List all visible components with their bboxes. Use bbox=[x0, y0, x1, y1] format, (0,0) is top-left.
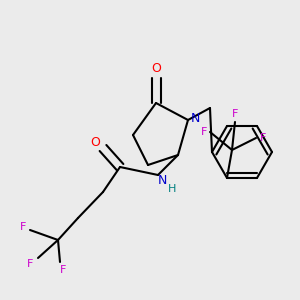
Text: F: F bbox=[232, 109, 238, 119]
Text: O: O bbox=[151, 62, 161, 76]
Text: N: N bbox=[190, 112, 200, 124]
Text: N: N bbox=[157, 175, 167, 188]
Text: O: O bbox=[90, 136, 100, 149]
Text: H: H bbox=[168, 184, 176, 194]
Text: F: F bbox=[60, 265, 66, 275]
Text: F: F bbox=[20, 222, 26, 232]
Text: F: F bbox=[260, 133, 266, 143]
Text: F: F bbox=[201, 127, 207, 137]
Text: F: F bbox=[27, 259, 33, 269]
